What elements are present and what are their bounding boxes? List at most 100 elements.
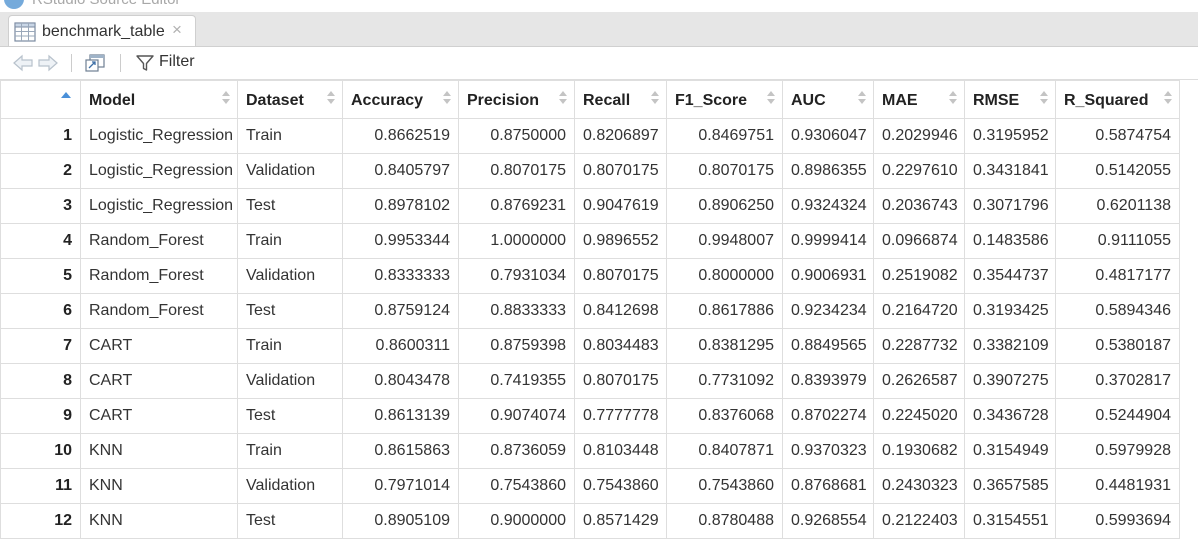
tab-benchmark-table[interactable]: benchmark_table ×: [8, 15, 196, 46]
table-cell: KNN: [80, 503, 238, 539]
table-row[interactable]: 5 Random_Forest Validation 0.8333333 0.79310…: [0, 258, 1180, 294]
table-row[interactable]: 7 CART Train 0.8600311 0.8759398 0.8034483 0.8…: [0, 328, 1180, 364]
funnel-icon[interactable]: [135, 53, 155, 73]
table-cell: Logistic_Regression: [80, 118, 238, 154]
table-cell: Random_Forest: [80, 258, 238, 294]
row-number: 1: [0, 118, 81, 154]
column-header-model[interactable]: Model: [80, 80, 238, 119]
column-header-auc[interactable]: AUC: [782, 80, 874, 119]
table-cell: 1.0000000: [458, 223, 575, 259]
filter-button[interactable]: Filter: [159, 53, 195, 70]
table-cell: 0.3544737: [964, 258, 1056, 294]
row-number: 8: [0, 363, 81, 399]
arrow-right-icon[interactable]: [37, 53, 59, 73]
table-cell: 0.8759124: [342, 293, 459, 329]
table-row[interactable]: 4 Random_Forest Train 0.9953344 1.0000000 0.9…: [0, 223, 1180, 259]
table-cell: 0.7731092: [666, 363, 783, 399]
table-cell: 0.8103448: [574, 433, 667, 469]
table-cell: 0.7543860: [574, 468, 667, 504]
table-cell: 0.8769231: [458, 188, 575, 224]
table-cell: Random_Forest: [80, 293, 238, 329]
table-cell: 0.8736059: [458, 433, 575, 469]
table-cell: 0.7777778: [574, 398, 667, 434]
table-cell: 0.8833333: [458, 293, 575, 329]
table-cell: 0.5874754: [1055, 118, 1180, 154]
table-cell: 0.8613139: [342, 398, 459, 434]
table-row[interactable]: 6 Random_Forest Test 0.8759124 0.8833333 0.84…: [0, 293, 1180, 329]
column-header-recall[interactable]: Recall: [574, 80, 667, 119]
column-header-r-squared[interactable]: R_Squared: [1055, 80, 1180, 119]
table-cell: 0.9306047: [782, 118, 874, 154]
table-cell: 0.3071796: [964, 188, 1056, 224]
table-cell: 0.8034483: [574, 328, 667, 364]
row-number: 12: [0, 503, 81, 539]
table-cell: 0.6201138: [1055, 188, 1180, 224]
table-cell: 0.8986355: [782, 153, 874, 189]
sort-icon: [222, 91, 230, 105]
table-row[interactable]: 12 KNN Test 0.8905109 0.9000000 0.8571429 0.87…: [0, 503, 1180, 539]
table-cell: 0.9896552: [574, 223, 667, 259]
table-cell: Logistic_Regression: [80, 153, 238, 189]
table-row[interactable]: 8 CART Validation 0.8043478 0.7419355 0.80701…: [0, 363, 1180, 399]
table-cell: 0.9000000: [458, 503, 575, 539]
table-cell: Test: [237, 398, 343, 434]
table-cell: 0.3702817: [1055, 363, 1180, 399]
table-row[interactable]: 2 Logistic_Regression Validation 0.8405797 0…: [0, 153, 1180, 189]
table-cell: CART: [80, 328, 238, 364]
table-cell: 0.8407871: [666, 433, 783, 469]
table-cell: 0.3154551: [964, 503, 1056, 539]
table-cell: 0.8070175: [458, 153, 575, 189]
row-number-header[interactable]: [0, 80, 81, 119]
table-cell: 0.9006931: [782, 258, 874, 294]
table-cell: 0.4817177: [1055, 258, 1180, 294]
table-cell: 0.8070175: [666, 153, 783, 189]
table-cell: 0.8412698: [574, 293, 667, 329]
table-cell: 0.8000000: [666, 258, 783, 294]
close-icon[interactable]: ×: [172, 20, 182, 39]
column-header-dataset[interactable]: Dataset: [237, 80, 343, 119]
arrow-left-icon[interactable]: [12, 53, 34, 73]
column-header-precision[interactable]: Precision: [458, 80, 575, 119]
data-grid: Model Dataset Accuracy Precision Recall …: [0, 80, 1198, 551]
toolbar-separator: [120, 54, 121, 72]
table-row[interactable]: 3 Logistic_Regression Test 0.8978102 0.87692…: [0, 188, 1180, 224]
table-cell: 0.5244904: [1055, 398, 1180, 434]
table-row[interactable]: 1 Logistic_Regression Train 0.8662519 0.8750…: [0, 118, 1180, 154]
table-row[interactable]: 9 CART Test 0.8613139 0.9074074 0.7777778 0.83…: [0, 398, 1180, 434]
table-cell: 0.3657585: [964, 468, 1056, 504]
table-cell: 0.5993694: [1055, 503, 1180, 539]
table-cell: 0.2029946: [873, 118, 965, 154]
column-header-rmse[interactable]: RMSE: [964, 80, 1056, 119]
viewer-toolbar: Filter: [0, 47, 1198, 80]
table-cell: 0.5142055: [1055, 153, 1180, 189]
sort-ascending-icon: [61, 92, 71, 98]
column-header-f1-score[interactable]: F1_Score: [666, 80, 783, 119]
table-cell: 0.8849565: [782, 328, 874, 364]
table-cell: 0.7543860: [458, 468, 575, 504]
sort-icon: [858, 91, 866, 105]
table-cell: 0.8768681: [782, 468, 874, 504]
sort-icon: [443, 91, 451, 105]
table-cell: 0.8070175: [574, 153, 667, 189]
table-cell: Train: [237, 118, 343, 154]
row-number: 6: [0, 293, 81, 329]
window-title: RStudio Source Editor: [32, 0, 180, 8]
table-cell: 0.9370323: [782, 433, 874, 469]
column-header-accuracy[interactable]: Accuracy: [342, 80, 459, 119]
table-cell: 0.8043478: [342, 363, 459, 399]
table-cell: 0.7971014: [342, 468, 459, 504]
sort-icon: [949, 91, 957, 105]
sort-icon: [1164, 91, 1172, 105]
popout-window-icon[interactable]: [84, 53, 108, 73]
table-cell: 0.3195952: [964, 118, 1056, 154]
table-cell: 0.8906250: [666, 188, 783, 224]
table-grid-icon: [14, 22, 36, 42]
column-header-mae[interactable]: MAE: [873, 80, 965, 119]
table-cell: Validation: [237, 258, 343, 294]
table-row[interactable]: 11 KNN Validation 0.7971014 0.7543860 0.75438…: [0, 468, 1180, 504]
table-cell: 0.7543860: [666, 468, 783, 504]
table-cell: 0.9111055: [1055, 223, 1180, 259]
table-row[interactable]: 10 KNN Train 0.8615863 0.8736059 0.8103448 0.8…: [0, 433, 1180, 469]
row-number: 4: [0, 223, 81, 259]
table-cell: Validation: [237, 468, 343, 504]
